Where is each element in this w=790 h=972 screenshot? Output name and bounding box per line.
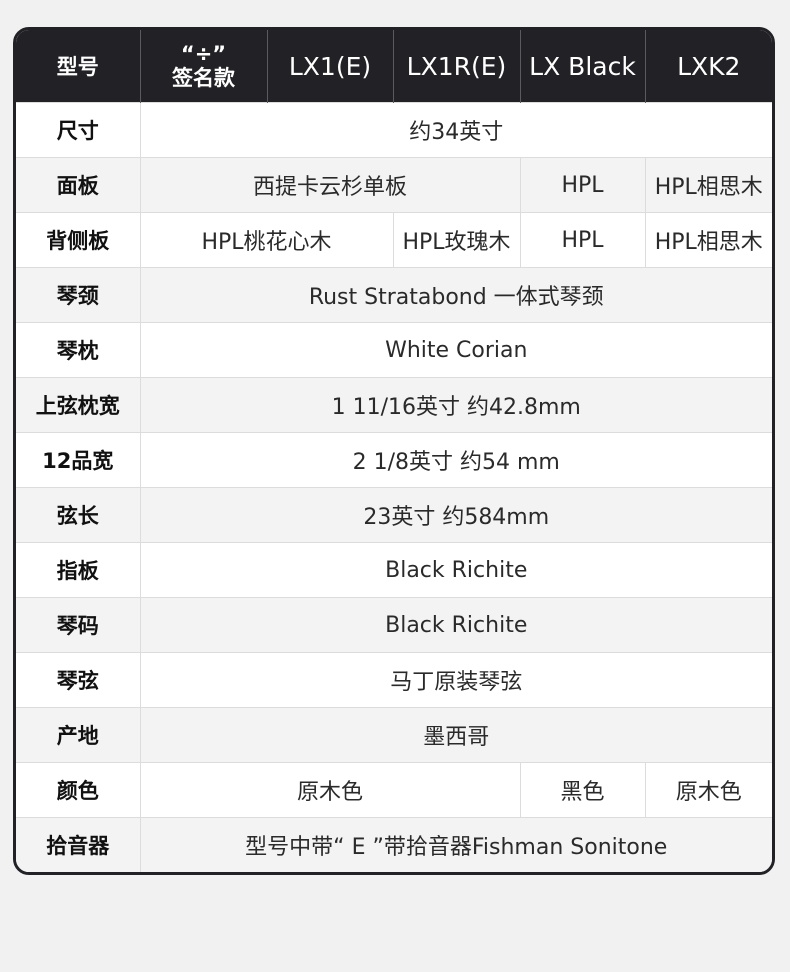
table-row: 上弦枕宽 1 11/16英寸 约42.8mm — [16, 377, 772, 433]
row-value: HPL桃花心木 — [140, 212, 394, 268]
row-value: HPL玫瑰木 — [393, 212, 521, 268]
header-signature: “÷” 签名款 — [140, 30, 268, 103]
row-value: 2 1/8英寸 约54 mm — [140, 432, 772, 488]
header-lxk2: LXK2 — [645, 30, 772, 103]
row-value: 1 11/16英寸 约42.8mm — [140, 377, 772, 433]
table-row: 弦长 23英寸 约584mm — [16, 487, 772, 543]
row-label: 琴弦 — [16, 652, 141, 708]
header-lx1re: LX1R(E) — [393, 30, 521, 103]
row-label: 拾音器 — [16, 817, 141, 872]
row-label: 琴码 — [16, 597, 141, 653]
row-label: 指板 — [16, 542, 141, 598]
spec-table: 型号 “÷” 签名款 LX1(E) LX1R(E) LX Black LXK2 … — [16, 30, 772, 872]
row-value: 型号中带“ E ”带拾音器Fishman Sonitone — [140, 817, 772, 872]
row-value: HPL相思木 — [645, 157, 772, 213]
table-row: 琴码 Black Richite — [16, 597, 772, 653]
header-signature-symbol: “÷” — [180, 42, 227, 66]
row-label: 颜色 — [16, 762, 141, 818]
header-row: 型号 “÷” 签名款 LX1(E) LX1R(E) LX Black LXK2 — [16, 30, 772, 103]
row-value: Black Richite — [140, 542, 772, 598]
row-label: 12品宽 — [16, 432, 141, 488]
table-row: 12品宽 2 1/8英寸 约54 mm — [16, 432, 772, 488]
row-label: 弦长 — [16, 487, 141, 543]
row-value: HPL相思木 — [645, 212, 772, 268]
row-label: 背侧板 — [16, 212, 141, 268]
table-row: 尺寸 约34英寸 — [16, 102, 772, 158]
row-value: 墨西哥 — [140, 707, 772, 763]
table-row: 背侧板 HPL桃花心木 HPL玫瑰木 HPL HPL相思木 — [16, 212, 772, 268]
row-value: 原木色 — [645, 762, 772, 818]
table-row: 产地 墨西哥 — [16, 707, 772, 763]
header-signature-label: 签名款 — [172, 66, 235, 90]
table-row: 指板 Black Richite — [16, 542, 772, 598]
row-value: 约34英寸 — [140, 102, 772, 158]
header-lx-black: LX Black — [520, 30, 646, 103]
row-label: 琴枕 — [16, 322, 141, 378]
row-value: 原木色 — [140, 762, 521, 818]
header-lx1e: LX1(E) — [267, 30, 394, 103]
table-row: 面板 西提卡云杉单板 HPL HPL相思木 — [16, 157, 772, 213]
table-row: 琴颈 Rust Stratabond 一体式琴颈 — [16, 267, 772, 323]
table-row: 颜色 原木色 黑色 原木色 — [16, 762, 772, 818]
row-label: 上弦枕宽 — [16, 377, 141, 433]
spec-table-card: 型号 “÷” 签名款 LX1(E) LX1R(E) LX Black LXK2 … — [13, 27, 775, 875]
row-value: HPL — [520, 212, 646, 268]
row-label: 面板 — [16, 157, 141, 213]
row-value: 黑色 — [520, 762, 646, 818]
row-value: White Corian — [140, 322, 772, 378]
row-value: 马丁原装琴弦 — [140, 652, 772, 708]
row-value: 西提卡云杉单板 — [140, 157, 521, 213]
row-label: 产地 — [16, 707, 141, 763]
row-label: 琴颈 — [16, 267, 141, 323]
row-value: Rust Stratabond 一体式琴颈 — [140, 267, 772, 323]
row-value: Black Richite — [140, 597, 772, 653]
table-row: 琴弦 马丁原装琴弦 — [16, 652, 772, 708]
row-label: 尺寸 — [16, 102, 141, 158]
header-model: 型号 — [16, 30, 141, 103]
table-row: 琴枕 White Corian — [16, 322, 772, 378]
row-value: 23英寸 约584mm — [140, 487, 772, 543]
table-row: 拾音器 型号中带“ E ”带拾音器Fishman Sonitone — [16, 817, 772, 872]
row-value: HPL — [520, 157, 646, 213]
